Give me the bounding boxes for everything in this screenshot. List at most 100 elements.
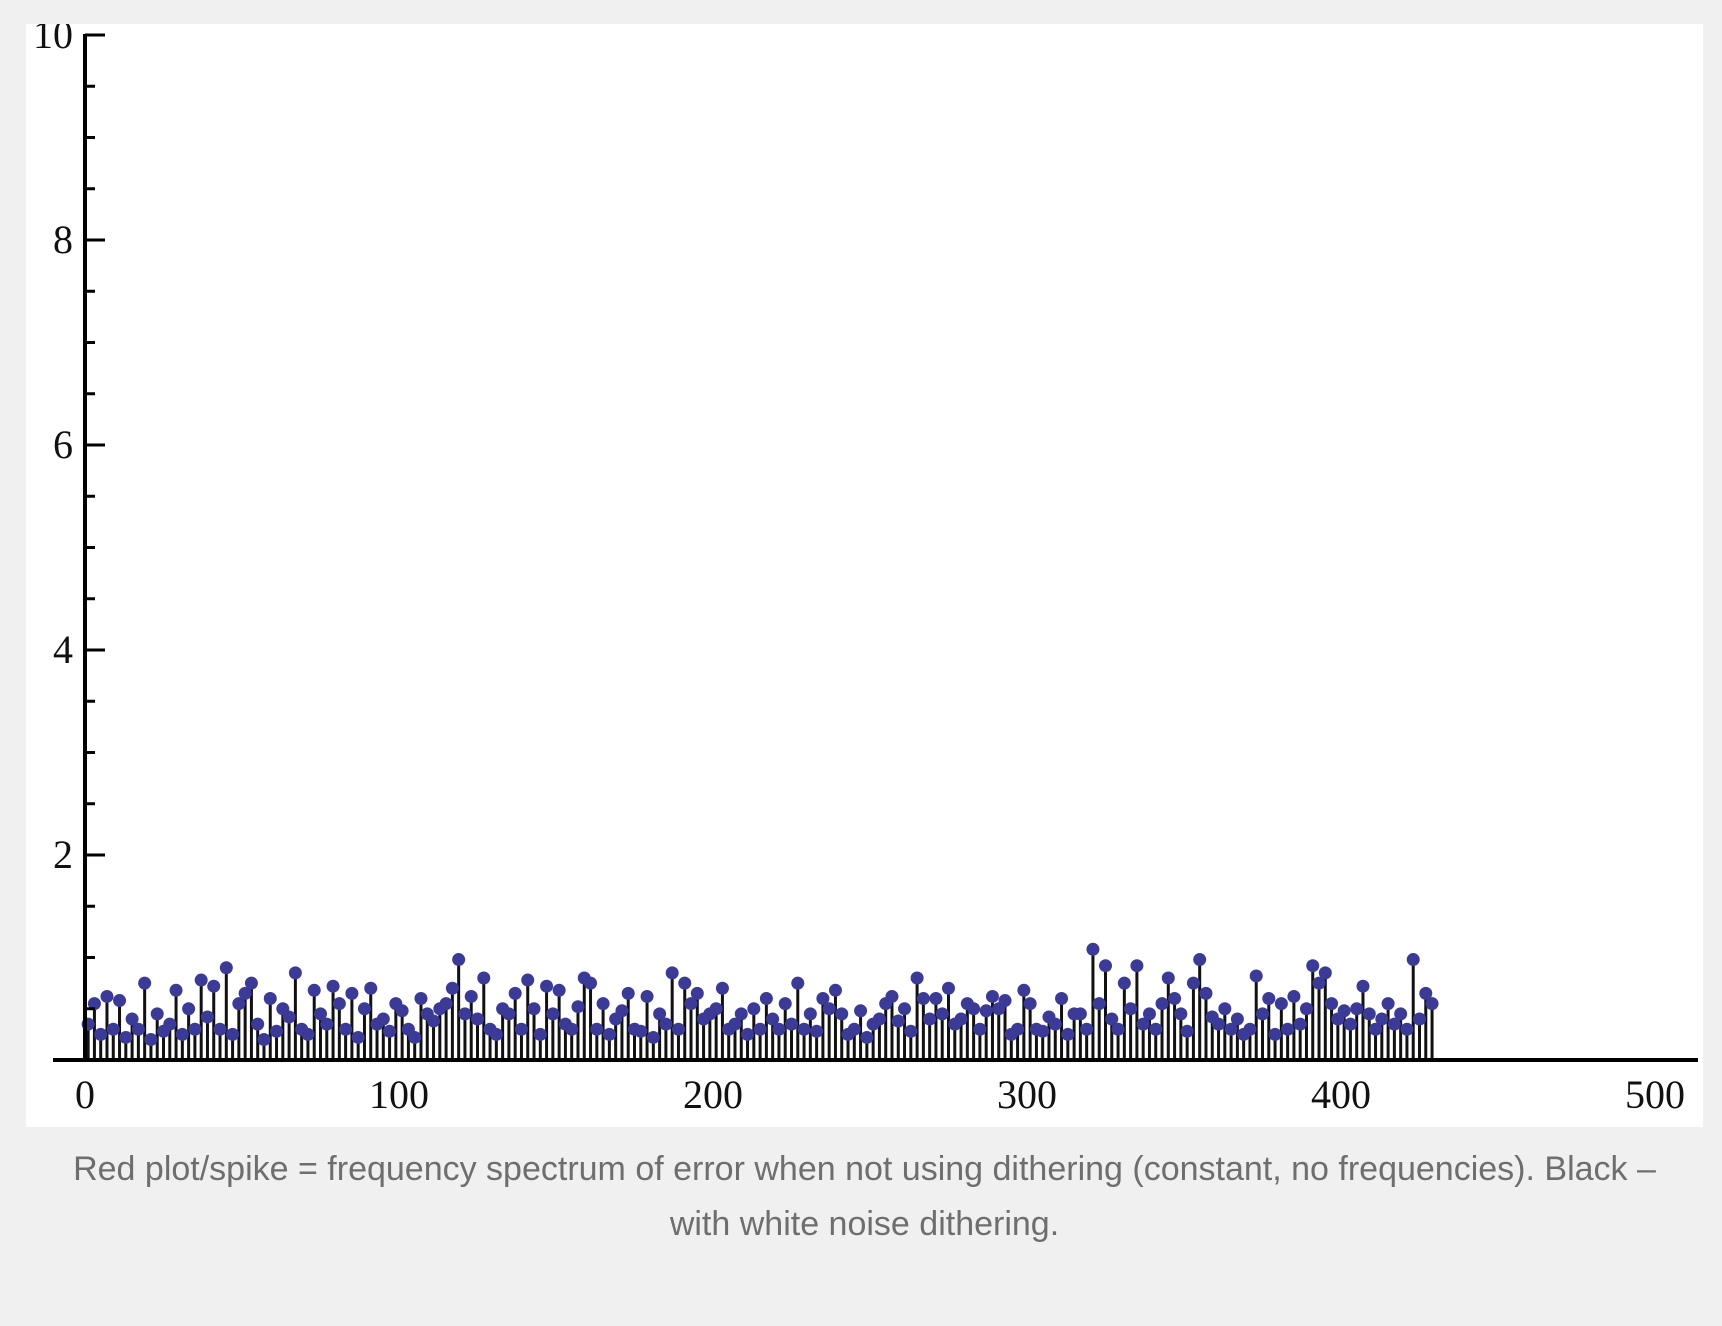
stem-marker (728, 1017, 742, 1031)
x-tick-label: 200 (683, 1072, 743, 1117)
stem-marker (916, 992, 930, 1005)
stem-marker (376, 1012, 390, 1026)
stem-marker (753, 1022, 767, 1036)
stem-marker (1212, 1017, 1226, 1031)
stem-marker (445, 981, 459, 995)
stem-marker (1249, 969, 1263, 983)
chart-figure: 2 4 6 8 10 0 100 200 300 400 500 (26, 24, 1703, 1127)
stem-marker (1425, 997, 1439, 1011)
stem-marker (891, 1014, 905, 1028)
x-tick-label: 400 (1311, 1072, 1371, 1117)
stem-marker (1124, 1002, 1138, 1016)
stem-marker (1174, 1007, 1188, 1021)
figure-caption: Red plot/spike = frequency spectrum of e… (26, 1142, 1703, 1252)
stem-marker (395, 1004, 409, 1018)
stem-marker (678, 976, 692, 990)
stem-marker (1312, 976, 1326, 990)
stem-marker (125, 1012, 139, 1026)
stem-marker (741, 1027, 755, 1041)
stem-marker (910, 971, 924, 985)
caption-line-2: with white noise dithering. (669, 1205, 1060, 1243)
stem-marker (1155, 997, 1169, 1011)
stem-marker (872, 1012, 886, 1026)
stem-marker (1036, 1024, 1050, 1038)
stem-marker (1256, 1007, 1269, 1021)
stem-marker (1011, 1022, 1025, 1036)
caption-line-1: Red plot/spike = frequency spectrum of e… (73, 1150, 1656, 1188)
stem-marker (1048, 1017, 1062, 1031)
stem-marker (270, 1024, 284, 1038)
y-tick-label: 10 (33, 24, 73, 57)
stem-marker (1142, 1007, 1156, 1021)
y-tick-label: 4 (53, 627, 73, 672)
stem-marker (150, 1007, 164, 1021)
stem-marker (1086, 942, 1100, 956)
stem-marker (584, 976, 598, 990)
stem-marker (1023, 997, 1037, 1011)
stem-marker (307, 983, 321, 997)
stem-marker (200, 1010, 214, 1024)
stem-marker (552, 983, 566, 997)
stem-marker (1381, 997, 1395, 1011)
stem-marker (640, 989, 654, 1003)
stem-marker (232, 997, 246, 1011)
stem-marker (709, 1002, 723, 1016)
stem-marker (822, 1002, 836, 1016)
stem-marker (1419, 986, 1433, 1000)
stem-marker (414, 992, 428, 1005)
stem-marker (527, 1002, 541, 1016)
stem-marker (1243, 1022, 1257, 1036)
stem-marker (747, 1002, 761, 1016)
stem-marker (998, 994, 1012, 1008)
stem-marker (1092, 997, 1106, 1011)
stem-marker (364, 981, 378, 995)
stem-marker (602, 1027, 616, 1041)
stem-marker (301, 1027, 315, 1041)
stem-marker (464, 989, 478, 1003)
x-tick-label: 500 (1625, 1072, 1685, 1117)
stem-marker (1105, 1012, 1119, 1026)
stem-marker (1230, 1012, 1244, 1026)
stem-marker (263, 992, 277, 1005)
stem-marker (502, 1007, 516, 1021)
stem-marker (1099, 959, 1112, 973)
stem-marker (169, 983, 183, 997)
stem-markers (81, 942, 1439, 1046)
stem-marker (615, 1004, 629, 1018)
stem-marker (810, 1024, 824, 1038)
stem-marker (1193, 953, 1207, 967)
stem-marker (226, 1027, 240, 1041)
stem-marker (238, 986, 252, 1000)
stem-marker (1268, 1027, 1282, 1041)
stem-marker (634, 1024, 648, 1038)
stem-marker (383, 1024, 397, 1038)
stem-marker (1117, 976, 1131, 990)
stem-marker (734, 1007, 748, 1021)
stem-marker (1299, 1002, 1313, 1016)
stem-marker (898, 1002, 912, 1016)
stem-marker (885, 989, 899, 1003)
stem-marker (207, 979, 221, 993)
stem-marker (785, 1017, 798, 1031)
stem-marker (100, 989, 114, 1003)
stem-marker (653, 1007, 667, 1021)
stem-marker (1369, 1022, 1383, 1036)
stem-marker (973, 1022, 987, 1036)
stem-marker (1073, 1007, 1087, 1021)
stem-marker (778, 997, 792, 1011)
stem-marker (521, 973, 535, 987)
stem-marker (94, 1027, 108, 1041)
stem-marker (106, 1022, 120, 1036)
stem-marker (772, 1022, 786, 1036)
stem-marker (684, 997, 698, 1011)
stem-marker (671, 1022, 685, 1036)
stem-marker (1306, 959, 1320, 973)
stem-marker (427, 1014, 441, 1028)
stem-marker (904, 1024, 918, 1038)
stem-marker (923, 1012, 937, 1026)
stem-marker (985, 989, 999, 1003)
stem-marker (477, 971, 491, 985)
stem-marker (665, 966, 679, 980)
stem-marker (1055, 992, 1069, 1005)
